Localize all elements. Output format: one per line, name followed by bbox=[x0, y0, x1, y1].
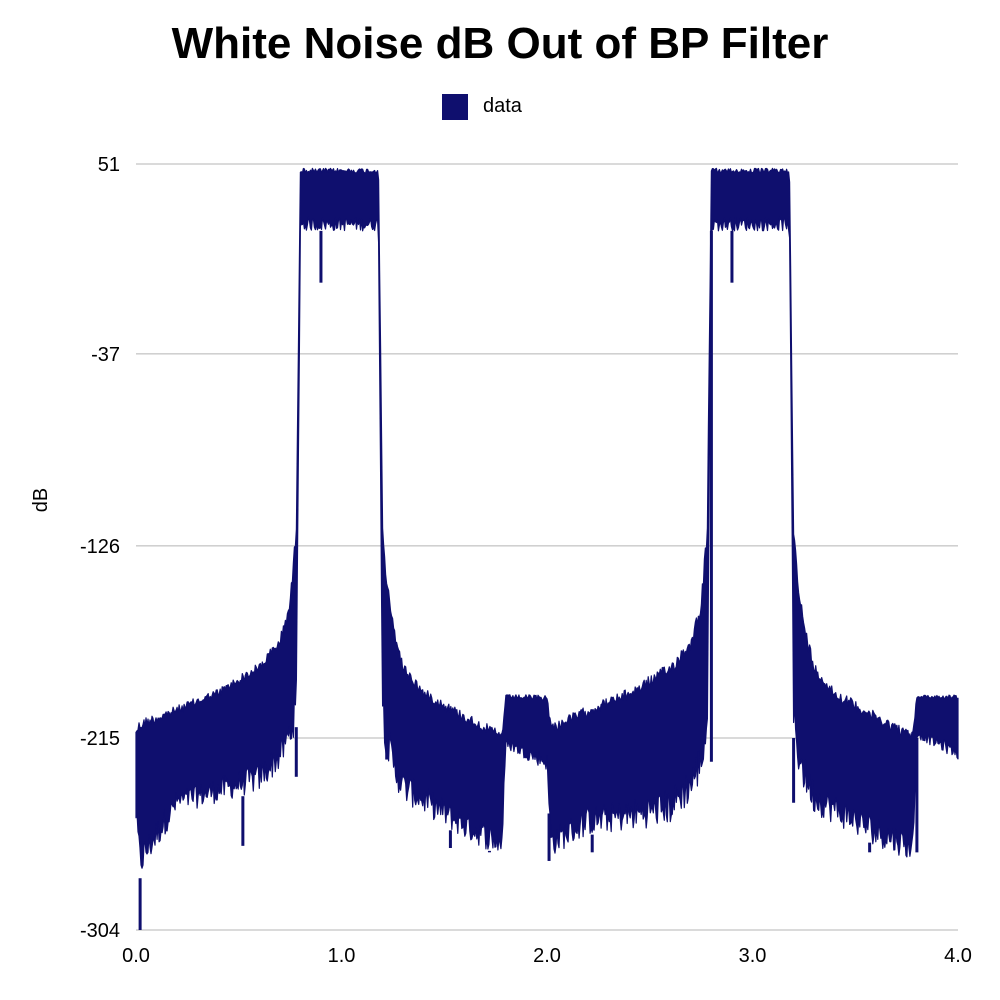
legend-label-data: data bbox=[483, 95, 523, 117]
x-tick-label: 4.0 bbox=[944, 945, 972, 967]
y-tick-label: -37 bbox=[91, 344, 120, 366]
x-tick-label: 3.0 bbox=[739, 945, 767, 967]
y-tick-label: -126 bbox=[80, 536, 120, 558]
x-tick-labels: 0.0 1.0 2.0 3.0 4.0 bbox=[122, 945, 972, 967]
series-line-data bbox=[135, 167, 959, 869]
legend: data bbox=[442, 94, 523, 120]
chart-title: White Noise dB Out of BP Filter bbox=[172, 19, 829, 68]
y-tick-label: 51 bbox=[98, 154, 120, 176]
x-tick-label: 2.0 bbox=[533, 945, 561, 967]
series-data bbox=[135, 167, 959, 930]
y-tick-labels: 51 -37 -126 -215 -304 bbox=[80, 154, 120, 942]
legend-swatch-data bbox=[442, 94, 468, 120]
y-tick-label: -215 bbox=[80, 728, 120, 750]
y-tick-label: -304 bbox=[80, 920, 120, 942]
x-tick-label: 1.0 bbox=[328, 945, 356, 967]
x-tick-label: 0.0 bbox=[122, 945, 150, 967]
y-axis-label: dB bbox=[30, 488, 52, 512]
grid-lines bbox=[136, 163, 958, 931]
